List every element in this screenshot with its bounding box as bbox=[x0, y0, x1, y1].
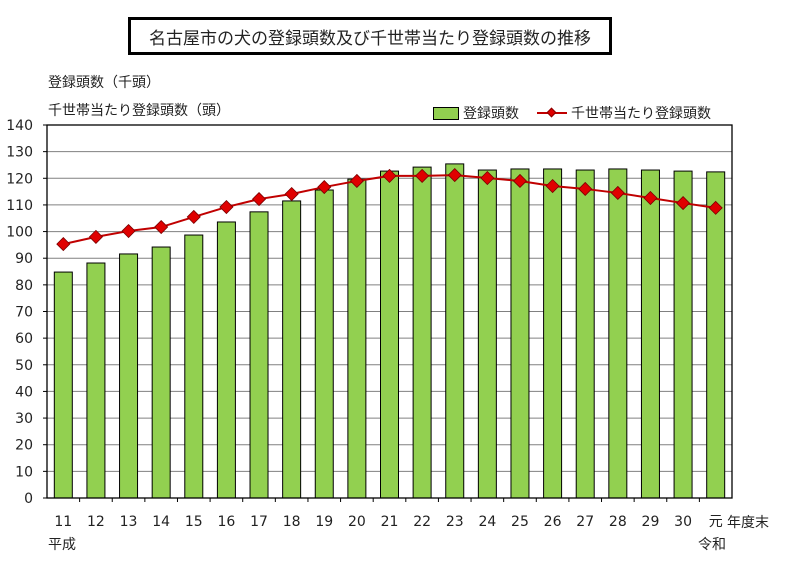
y-axis-title-secondary: 千世帯当たり登録頭数（頭） bbox=[48, 103, 230, 119]
x-tick-label: 24 bbox=[478, 514, 496, 530]
line-marker-diamond-icon bbox=[154, 219, 169, 235]
y-tick-label: 20 bbox=[15, 438, 33, 454]
line-marker-diamond-icon bbox=[447, 168, 462, 183]
x-tick-label: 13 bbox=[120, 514, 138, 530]
bar bbox=[477, 169, 497, 499]
bar bbox=[510, 168, 530, 499]
x-tick-label: 14 bbox=[152, 514, 170, 530]
line-marker-diamond-icon bbox=[545, 178, 560, 194]
line-marker-diamond-icon bbox=[643, 190, 658, 206]
legend-bar-swatch-icon bbox=[433, 106, 459, 120]
line-marker-diamond-icon bbox=[676, 195, 691, 211]
era-start-label: 平成 bbox=[48, 537, 76, 553]
x-tick-label: 11 bbox=[54, 514, 72, 530]
x-tick-label: 19 bbox=[315, 514, 333, 530]
bar bbox=[543, 168, 563, 499]
y-tick-label: 70 bbox=[15, 305, 33, 321]
bar bbox=[184, 234, 204, 499]
y-tick-label: 40 bbox=[15, 384, 33, 400]
y-tick-label: 130 bbox=[6, 145, 33, 161]
legend: 登録頭数 千世帯当たり登録頭数 bbox=[433, 103, 711, 123]
bar bbox=[119, 253, 139, 499]
x-tick-label: 20 bbox=[348, 514, 366, 530]
legend-line-label: 千世帯当たり登録頭数 bbox=[571, 106, 711, 122]
y-tick-label: 60 bbox=[15, 331, 33, 347]
bar bbox=[151, 246, 171, 499]
line-marker-diamond-icon bbox=[284, 186, 299, 202]
bar bbox=[445, 163, 465, 499]
bar bbox=[347, 178, 367, 499]
line-marker-diamond-icon bbox=[349, 173, 364, 189]
bar bbox=[608, 168, 628, 499]
line-marker-diamond-icon bbox=[480, 170, 495, 186]
bar bbox=[640, 169, 660, 499]
y-tick-label: 80 bbox=[15, 278, 33, 294]
bar bbox=[575, 169, 595, 499]
bar bbox=[216, 221, 236, 499]
y-tick-label: 120 bbox=[6, 171, 33, 187]
x-axis-unit-label: 年度末 bbox=[727, 515, 769, 531]
y-tick-label: 10 bbox=[15, 464, 33, 480]
line-marker-diamond-icon bbox=[88, 229, 103, 244]
x-tick-label: 12 bbox=[87, 514, 105, 530]
x-tick-label: 18 bbox=[283, 514, 301, 530]
line-marker-diamond-icon bbox=[251, 192, 267, 207]
x-tick-label: 17 bbox=[250, 514, 268, 530]
x-tick-label: 25 bbox=[511, 514, 529, 530]
legend-bar-label: 登録頭数 bbox=[463, 106, 519, 122]
line-marker-diamond-icon bbox=[708, 200, 723, 215]
x-tick-label: 元 bbox=[709, 514, 723, 530]
y-tick-label: 140 bbox=[6, 118, 33, 134]
bar bbox=[86, 262, 106, 499]
x-tick-label: 30 bbox=[674, 514, 692, 530]
bar bbox=[314, 189, 334, 499]
y-tick-label: 50 bbox=[15, 358, 33, 374]
y-tick-label: 100 bbox=[6, 225, 33, 241]
x-tick-label: 21 bbox=[381, 514, 399, 530]
y-axis-title-primary: 登録頭数（千頭） bbox=[48, 75, 160, 91]
line-marker-diamond-icon bbox=[578, 181, 593, 197]
line-marker-diamond-icon bbox=[415, 168, 430, 183]
bar bbox=[706, 171, 726, 499]
x-tick-label: 23 bbox=[446, 514, 464, 530]
bar bbox=[412, 166, 432, 499]
x-tick-label: 27 bbox=[576, 514, 594, 530]
bar bbox=[380, 170, 399, 499]
chart-title: 名古屋市の犬の登録頭数及び千世帯当たり登録頭数の推移 bbox=[128, 17, 612, 55]
y-tick-label: 30 bbox=[15, 411, 33, 427]
line-marker-diamond-icon bbox=[382, 168, 397, 183]
bar bbox=[673, 170, 693, 499]
bar bbox=[249, 211, 269, 499]
line-marker-diamond-icon bbox=[219, 199, 234, 215]
x-tick-label: 15 bbox=[185, 514, 203, 530]
line-marker-diamond-icon bbox=[186, 209, 201, 224]
line-marker-diamond-icon bbox=[121, 223, 136, 239]
y-tick-label: 0 bbox=[24, 491, 33, 507]
x-tick-label: 28 bbox=[609, 514, 627, 530]
line-marker-diamond-icon bbox=[317, 180, 332, 195]
line-marker-diamond-icon bbox=[512, 173, 528, 189]
y-tick-label: 90 bbox=[15, 251, 33, 267]
x-tick-label: 22 bbox=[413, 514, 431, 530]
plot-frame bbox=[46, 124, 733, 499]
x-tick-label: 26 bbox=[544, 514, 562, 530]
x-tick-label: 29 bbox=[642, 514, 660, 530]
era-end-label: 令和 bbox=[698, 537, 726, 553]
line-marker-diamond-icon bbox=[56, 237, 71, 252]
legend-line-diamond-icon bbox=[537, 107, 567, 119]
line-marker-diamond-icon bbox=[610, 185, 625, 201]
x-tick-label: 16 bbox=[217, 514, 235, 530]
bar bbox=[282, 200, 302, 499]
y-tick-label: 110 bbox=[6, 198, 33, 214]
bar bbox=[53, 271, 73, 499]
